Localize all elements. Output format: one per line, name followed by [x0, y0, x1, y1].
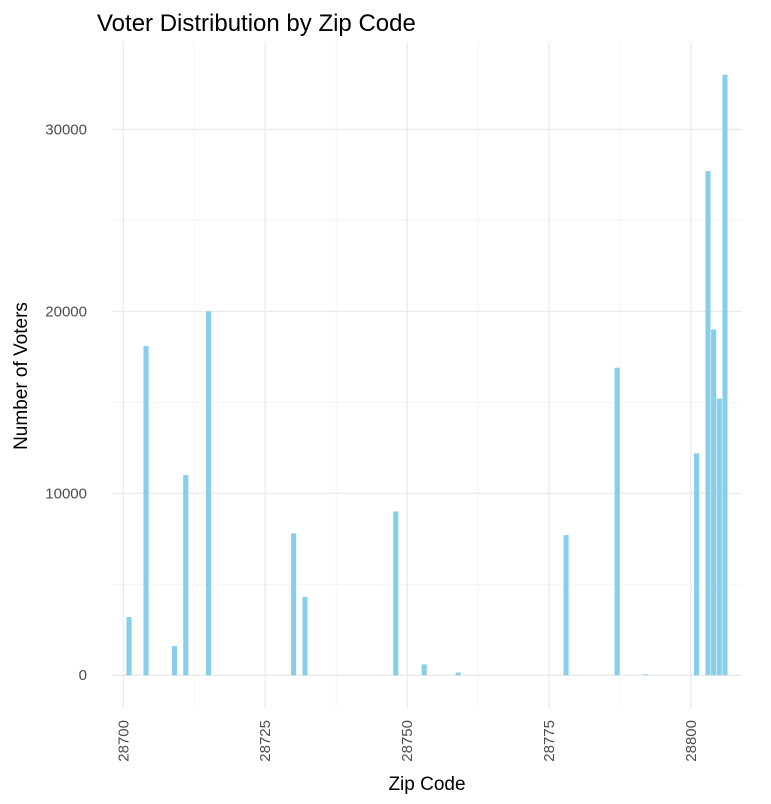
bar	[183, 475, 189, 676]
chart-title: Voter Distribution by Zip Code	[97, 10, 416, 37]
bars-layer	[126, 74, 728, 676]
x-tick-label: 28800	[683, 720, 700, 762]
y-axis-title: Number of Voters	[11, 302, 32, 450]
bar	[302, 597, 308, 676]
bar	[421, 664, 427, 676]
bar	[694, 453, 700, 676]
bar	[716, 398, 722, 676]
y-tick-label: 0	[79, 667, 87, 684]
bar	[291, 533, 297, 676]
bar	[711, 329, 717, 676]
minor-y-gridlines	[112, 219, 742, 585]
y-tick-label: 20000	[45, 303, 87, 320]
x-tick-label: 28775	[541, 720, 558, 762]
y-tick-labels: 0 10000 20000 30000	[45, 121, 87, 684]
x-tick-label: 28725	[257, 720, 274, 762]
bar	[205, 311, 212, 676]
bar	[126, 617, 132, 676]
minor-x-gridlines	[193, 42, 621, 708]
bar	[614, 367, 620, 676]
bar	[705, 171, 711, 676]
major-x-gridlines	[122, 42, 692, 708]
x-axis-title: Zip Code	[388, 774, 465, 795]
bar	[143, 345, 149, 676]
y-tick-label: 10000	[45, 485, 87, 502]
bar	[171, 646, 177, 676]
x-tick-label: 28750	[399, 720, 416, 762]
x-tick-labels: 28700 28725 28750 28775 28800	[115, 720, 700, 762]
bar	[393, 511, 399, 676]
bar	[642, 674, 649, 676]
x-tick-label: 28700	[115, 720, 132, 762]
y-tick-label: 30000	[45, 121, 87, 138]
bar	[563, 535, 569, 676]
major-y-gridlines	[112, 128, 742, 676]
bar	[455, 672, 461, 676]
bar	[722, 74, 728, 676]
